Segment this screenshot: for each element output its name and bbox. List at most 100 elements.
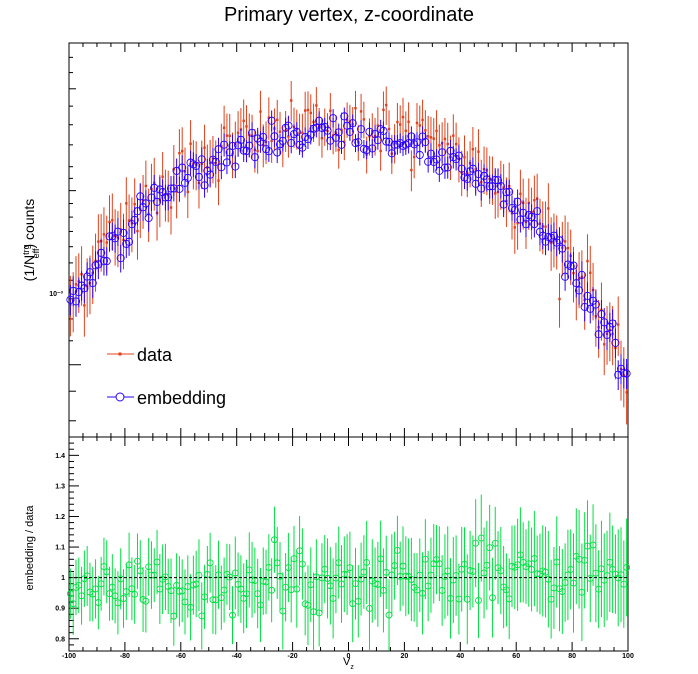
data-point: [399, 123, 402, 126]
data-point: [298, 131, 301, 135]
x-axis-title-sub: z: [350, 664, 354, 671]
data-point: [454, 142, 458, 146]
legend-marker-embedding: [115, 392, 125, 402]
embedding-point: [561, 272, 570, 281]
embedding-point: [303, 135, 313, 144]
data-point: [566, 246, 570, 250]
embedding-point: [208, 155, 217, 164]
ratio-point: [131, 590, 139, 598]
embedding-point: [477, 184, 486, 193]
data-point: [220, 144, 223, 148]
embedding-point: [85, 268, 95, 277]
embedding-point: [69, 286, 78, 295]
ratio-y-tick-label: 1.2: [55, 514, 65, 521]
embedding-point: [365, 127, 374, 136]
embedding-point: [407, 132, 416, 141]
data-point: [242, 119, 245, 123]
data-point: [161, 175, 164, 178]
data-point: [502, 186, 505, 189]
embedding-point: [127, 220, 136, 229]
embedding-point: [404, 139, 413, 148]
data-point: [276, 118, 279, 122]
embedding-point: [348, 119, 357, 128]
legend-marker-data: [118, 352, 122, 356]
embedding-point: [136, 192, 145, 201]
embedding-point: [261, 145, 271, 154]
embedding-point: [183, 173, 192, 182]
embedding-point: [457, 164, 466, 173]
embedding-point: [379, 126, 388, 135]
embedding-point: [292, 127, 301, 137]
embedding-point: [463, 174, 472, 183]
embedding-point: [575, 286, 584, 295]
data-point: [245, 125, 248, 128]
embedding-point: [97, 248, 106, 257]
data-point: [189, 142, 192, 145]
legend: data embedding: [107, 345, 226, 408]
embedding-point: [155, 185, 164, 194]
ratio-y-tick-label: 0.8: [55, 636, 65, 643]
ratio-series-layer: [66, 494, 631, 651]
x-tick-label: -100: [62, 653, 76, 660]
embedding-point: [175, 184, 184, 193]
x-tick-label: 40: [456, 653, 464, 660]
data-point: [547, 207, 550, 210]
embedding-point: [597, 310, 606, 319]
embedding-point: [222, 158, 231, 167]
embedding-point: [206, 170, 215, 179]
embedding-point: [449, 153, 458, 162]
ratio-point: [293, 585, 301, 593]
data-point: [429, 136, 433, 139]
embedding-point: [108, 232, 117, 241]
embedding-point: [382, 137, 391, 146]
ratio-y-tick-label: 1.4: [55, 453, 65, 460]
data-point: [306, 108, 310, 112]
data-point: [172, 168, 176, 171]
data-point: [259, 110, 262, 113]
data-point: [617, 323, 620, 326]
embedding-point: [217, 163, 226, 172]
ratio-point: [315, 609, 323, 617]
embedding-point: [474, 170, 483, 179]
data-point: [256, 149, 259, 153]
embedding-point: [505, 187, 514, 196]
data-point: [404, 129, 407, 133]
embedding-point: [362, 145, 371, 155]
data-point: [127, 219, 131, 222]
embedding-point: [482, 175, 491, 184]
x-axis-title-main: V: [343, 656, 351, 668]
embedding-point: [426, 149, 436, 158]
embedding-point: [549, 231, 558, 240]
embedding-point: [273, 148, 282, 157]
embedding-point: [424, 157, 433, 166]
data-point: [105, 241, 108, 244]
data-point: [359, 110, 363, 113]
data-point: [309, 111, 312, 115]
embedding-point: [432, 155, 441, 164]
embedding-point: [466, 167, 475, 176]
embedding-point: [228, 141, 237, 151]
data-point: [125, 202, 128, 205]
embedding-point: [594, 330, 603, 339]
embedding-point: [192, 161, 201, 170]
data-point: [415, 121, 419, 125]
data-point: [362, 118, 366, 121]
ratio-point: [195, 571, 203, 579]
embedding-point: [161, 193, 170, 202]
embedding-point: [619, 368, 628, 378]
data-point: [290, 99, 293, 102]
data-point: [385, 103, 388, 107]
embedding-point: [284, 121, 293, 130]
ratio-y-tick-labels: 0.8 0.9 1 1.1 1.2 1.3 1.4: [55, 453, 65, 643]
data-point: [228, 134, 231, 138]
embedding-point: [259, 132, 268, 142]
embedding-point: [527, 212, 536, 221]
embedding-point: [298, 143, 307, 152]
data-point: [248, 133, 251, 136]
embedding-point: [125, 237, 134, 246]
embedding-point: [141, 199, 150, 208]
data-point: [382, 108, 385, 112]
embedding-point: [164, 193, 173, 202]
ratio-point: [382, 568, 390, 576]
embedding-point: [166, 184, 176, 193]
